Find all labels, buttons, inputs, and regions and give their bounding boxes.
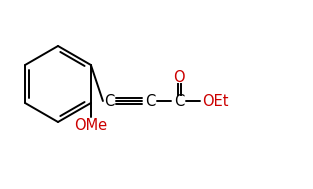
Text: C: C (104, 94, 114, 108)
Text: C: C (145, 94, 155, 108)
Text: O: O (174, 70, 185, 84)
Text: OEt: OEt (202, 94, 228, 108)
Text: C: C (174, 94, 184, 108)
Text: OMe: OMe (74, 119, 107, 133)
